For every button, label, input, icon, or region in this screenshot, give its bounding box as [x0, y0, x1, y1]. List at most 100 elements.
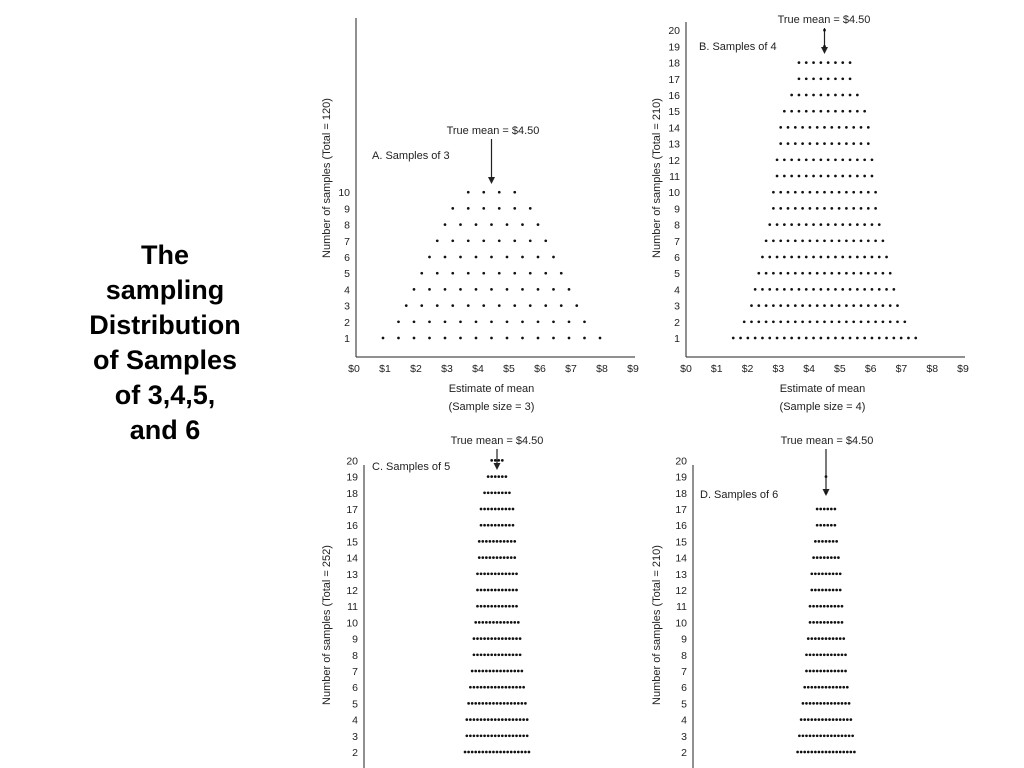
data-dot	[863, 223, 867, 226]
data-dot	[829, 507, 833, 511]
data-dot	[810, 718, 814, 721]
y-tick-label: 13	[346, 569, 358, 581]
data-dot	[451, 239, 455, 243]
data-dot	[500, 588, 504, 592]
data-dot	[859, 304, 863, 307]
y-tick-label: 16	[675, 520, 687, 532]
data-dot	[793, 271, 797, 275]
data-dot	[504, 653, 508, 657]
data-dot	[881, 239, 885, 243]
data-dot	[828, 685, 831, 689]
y-tick-label: 8	[681, 650, 687, 662]
data-dot	[804, 336, 808, 340]
data-dot	[490, 223, 493, 226]
data-dot	[483, 637, 486, 640]
y-tick-label: 2	[681, 747, 687, 759]
true-mean-annotation: True mean = $4.50	[778, 14, 871, 26]
data-dot	[466, 207, 470, 210]
data-dot	[513, 556, 517, 559]
data-dot	[504, 491, 508, 495]
data-dot	[497, 637, 501, 640]
data-dot	[493, 523, 497, 527]
data-dot	[477, 556, 481, 559]
x-tick-label: $4	[472, 363, 484, 375]
data-dot	[528, 239, 532, 243]
data-dot	[821, 718, 824, 721]
data-dot	[801, 271, 804, 275]
data-dot	[819, 288, 823, 291]
data-dot	[516, 702, 520, 705]
y-tick-label: 9	[352, 634, 358, 646]
data-dot	[779, 239, 783, 243]
data-dot	[598, 336, 602, 340]
x-tick-label: $6	[865, 363, 877, 375]
data-dot	[420, 271, 424, 275]
y-tick-label: 3	[344, 301, 350, 313]
data-dot	[830, 142, 834, 145]
data-dot	[833, 621, 837, 624]
data-dot	[779, 271, 783, 275]
y-tick-label: 14	[668, 122, 680, 134]
data-dot	[518, 685, 522, 689]
data-dot	[508, 718, 511, 721]
data-dot	[892, 288, 896, 291]
data-dot	[852, 142, 856, 145]
data-dot	[486, 523, 490, 527]
x-tick-label: $0	[348, 363, 360, 375]
data-dot	[528, 271, 532, 275]
data-dot	[509, 750, 513, 754]
data-dot	[567, 320, 571, 324]
y-tick-label: 9	[681, 634, 687, 646]
y-tick-label: 19	[675, 472, 687, 484]
data-dot	[552, 336, 555, 340]
data-dot	[497, 271, 501, 275]
data-dot	[831, 572, 835, 576]
data-dot	[874, 320, 877, 324]
data-dot	[848, 174, 852, 178]
data-dot	[837, 669, 840, 673]
data-dot	[750, 304, 753, 307]
data-dot	[833, 523, 837, 527]
data-dot	[511, 637, 515, 640]
y-tick-label: 6	[344, 252, 350, 264]
data-dot	[822, 669, 826, 673]
data-dot	[479, 734, 483, 738]
data-dot	[852, 239, 856, 243]
data-dot	[815, 304, 819, 307]
data-dot	[852, 271, 856, 275]
x-tick-label: $2	[410, 363, 422, 375]
data-dot	[866, 239, 870, 243]
data-dot	[812, 93, 815, 97]
data-dot	[831, 718, 835, 721]
data-dot	[500, 475, 504, 478]
y-tick-label: 16	[346, 520, 358, 532]
data-dot	[486, 685, 490, 689]
data-dot	[804, 288, 808, 291]
data-dot	[500, 572, 504, 576]
data-dot	[786, 207, 790, 210]
data-dot	[798, 734, 801, 738]
data-dot	[490, 588, 494, 592]
data-dot	[831, 685, 835, 689]
y-tick-label: 11	[347, 601, 358, 613]
data-dot	[826, 702, 830, 705]
data-dot	[806, 718, 810, 721]
data-dot	[508, 734, 511, 738]
data-dot	[823, 126, 826, 129]
data-dot	[474, 336, 478, 340]
data-dot	[483, 653, 486, 657]
data-dot	[899, 336, 903, 340]
data-dot	[428, 336, 431, 340]
data-dot	[482, 239, 486, 243]
data-dot	[808, 734, 812, 738]
data-dot	[840, 669, 844, 673]
data-dot	[508, 523, 511, 527]
data-dot	[793, 126, 797, 129]
data-dot	[477, 702, 481, 705]
data-dot	[757, 271, 761, 275]
data-dot	[508, 491, 511, 495]
data-dot	[815, 320, 819, 324]
data-dot	[835, 685, 839, 689]
data-dot	[793, 320, 797, 324]
